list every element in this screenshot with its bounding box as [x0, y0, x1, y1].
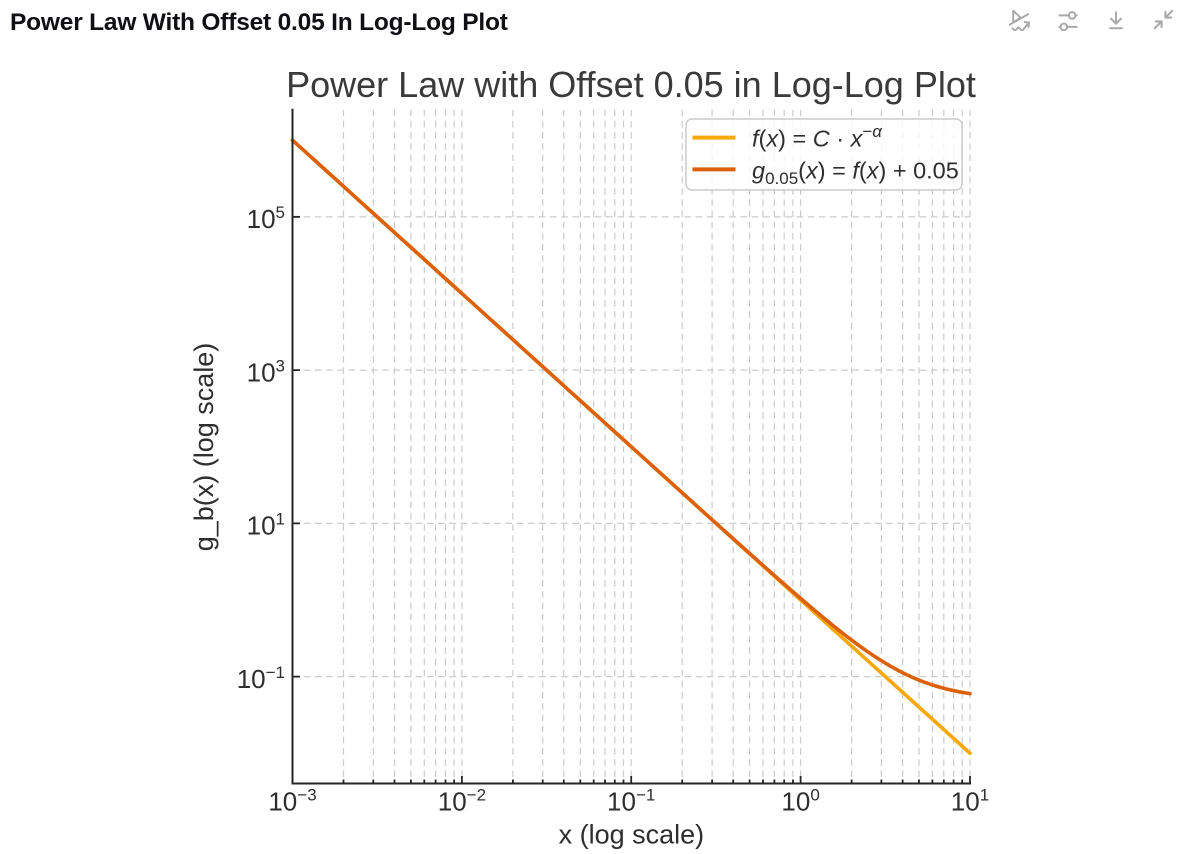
svg-text:Power Law with Offset 0.05 in: Power Law with Offset 0.05 in Log-Log Pl…	[286, 64, 976, 105]
svg-text:x (log scale): x (log scale)	[559, 820, 705, 850]
svg-text:100: 100	[781, 786, 819, 817]
svg-text:10−2: 10−2	[438, 786, 486, 817]
svg-text:101: 101	[247, 510, 285, 541]
svg-text:105: 105	[247, 203, 285, 234]
svg-text:f(x) = C · x−α: f(x) = C · x−α	[752, 122, 883, 152]
svg-text:10−1: 10−1	[237, 663, 285, 694]
svg-text:10−3: 10−3	[268, 786, 316, 817]
svg-text:g_b(x) (log scale): g_b(x) (log scale)	[189, 343, 219, 552]
svg-text:101: 101	[951, 786, 989, 817]
svg-text:10−1: 10−1	[607, 786, 655, 817]
svg-text:103: 103	[247, 356, 285, 387]
svg-text:g0.05(x) = f(x) + 0.05: g0.05(x) = f(x) + 0.05	[752, 158, 959, 189]
